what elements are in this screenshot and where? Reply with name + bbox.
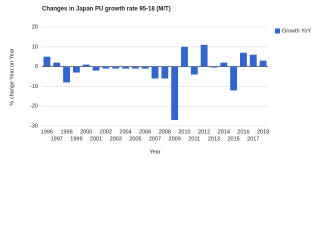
x-tick-label: 2009 bbox=[169, 136, 181, 142]
x-tick-label: 2005 bbox=[129, 136, 141, 142]
y-tick-label: 0 bbox=[35, 64, 38, 70]
bar bbox=[210, 66, 218, 68]
bar bbox=[141, 66, 149, 69]
y-tick-label: 20 bbox=[32, 24, 38, 30]
x-tick-label: 2006 bbox=[139, 129, 151, 135]
bar bbox=[181, 46, 188, 67]
chart-title: Changes in Japan PU growth rate 95-18 (M… bbox=[42, 7, 171, 13]
y-tick-label: -30 bbox=[30, 123, 38, 129]
x-tick-label: 1999 bbox=[70, 136, 82, 142]
x-tick-label: 2012 bbox=[198, 129, 210, 135]
x-tick-label: 2002 bbox=[100, 129, 112, 135]
x-axis-label: Year bbox=[149, 149, 160, 155]
x-tick-label: 2013 bbox=[208, 136, 220, 142]
y-tick-label: 10 bbox=[32, 44, 38, 50]
bar bbox=[53, 62, 61, 67]
bar bbox=[239, 52, 247, 67]
y-tick-label: -10 bbox=[30, 84, 38, 90]
bar bbox=[122, 66, 129, 69]
legend-label: Growth YoY bbox=[282, 28, 311, 34]
chart: Changes in Japan PU growth rate 95-18 (M… bbox=[0, 0, 316, 159]
bar bbox=[220, 62, 228, 67]
bar bbox=[82, 64, 90, 67]
y-axis-label: % change Year on Year bbox=[9, 48, 15, 105]
x-tick-label: 2003 bbox=[110, 136, 122, 142]
bar bbox=[63, 66, 71, 83]
x-tick-label: 2011 bbox=[188, 136, 200, 142]
x-tick-label: 2007 bbox=[149, 136, 161, 142]
y-tick-label: -20 bbox=[30, 104, 38, 110]
bar bbox=[151, 66, 159, 79]
legend-swatch bbox=[275, 28, 280, 34]
bar bbox=[92, 66, 100, 71]
bar bbox=[190, 66, 198, 75]
bar bbox=[72, 66, 80, 73]
x-tick-label: 2004 bbox=[119, 129, 131, 135]
x-tick-label: 2000 bbox=[80, 129, 92, 135]
x-tick-label: 2015 bbox=[227, 136, 239, 142]
bar bbox=[112, 66, 120, 69]
x-tick-label: 2018 bbox=[257, 129, 269, 135]
background bbox=[0, 0, 316, 159]
bar bbox=[200, 44, 208, 67]
x-tick-label: 1998 bbox=[60, 129, 72, 135]
x-tick-label: 1997 bbox=[51, 136, 63, 142]
x-tick-label: 2010 bbox=[178, 129, 190, 135]
x-tick-label: 2008 bbox=[159, 129, 171, 135]
x-tick-label: 2016 bbox=[237, 129, 249, 135]
bar bbox=[131, 66, 139, 69]
bar bbox=[249, 54, 257, 67]
bar bbox=[171, 66, 179, 121]
bar bbox=[259, 60, 267, 67]
x-tick-label: 1996 bbox=[41, 129, 53, 135]
bar bbox=[230, 66, 238, 91]
x-tick-label: 2017 bbox=[247, 136, 259, 142]
bar bbox=[102, 66, 110, 69]
bar bbox=[43, 56, 51, 67]
bar bbox=[161, 66, 169, 79]
x-tick-label: 2014 bbox=[218, 129, 230, 135]
x-tick-label: 2001 bbox=[90, 136, 102, 142]
